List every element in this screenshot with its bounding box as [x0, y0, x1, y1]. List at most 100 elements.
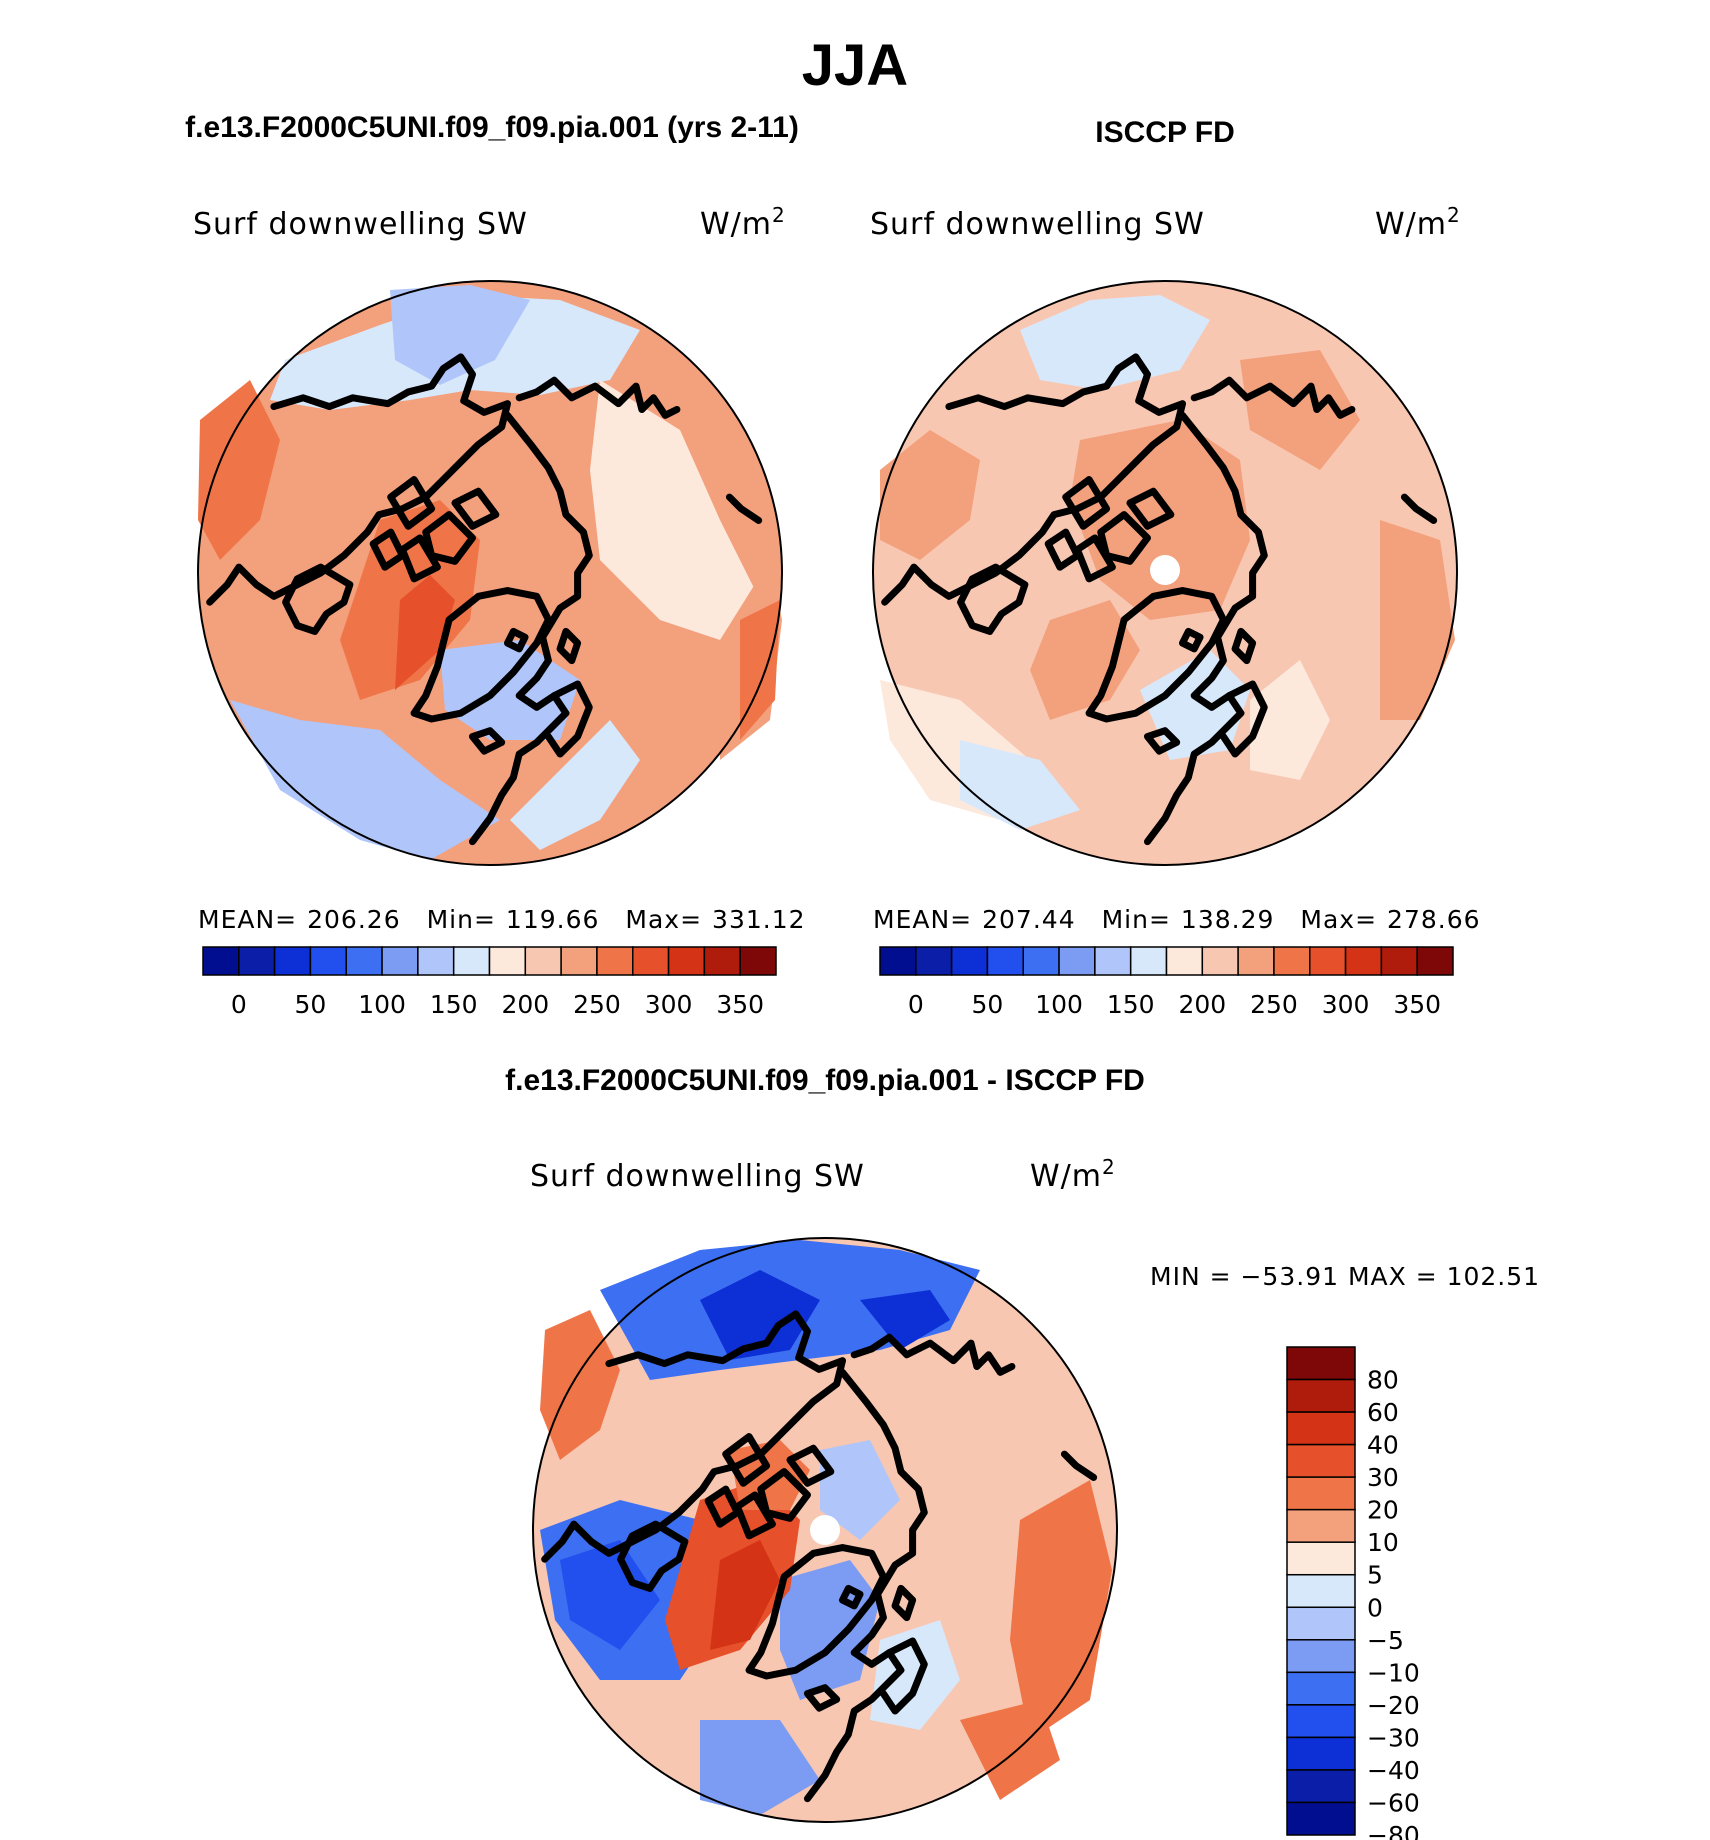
- diff-colorbar-swatch: [1286, 1411, 1356, 1446]
- model-colorbar-tick-label: 350: [716, 990, 764, 1019]
- model-colorbar-swatch: [524, 946, 562, 976]
- obs-colorbar-tick-label: 250: [1250, 990, 1298, 1019]
- diff-colorbar-swatch: [1286, 1801, 1356, 1836]
- model-colorbar-swatch: [309, 946, 347, 976]
- panel-model-case-title: f.e13.F2000C5UNI.f09_f09.pia.001 (yrs 2-…: [185, 111, 799, 144]
- panel-model-colorbar-ticks: 0 50 100 150 200 250 300 350: [231, 990, 764, 1019]
- panel-model: f.e13.F2000C5UNI.f09_f09.pia.001 (yrs 2-…: [185, 111, 806, 1019]
- diff-colorbar-swatch: [1286, 1378, 1356, 1413]
- obs-colorbar-tick-label: 350: [1393, 990, 1441, 1019]
- panel-obs-stats: MEAN= 207.44 Min= 138.29 Max= 278.66: [873, 905, 1481, 934]
- obs-colorbar-tick-label: 200: [1178, 990, 1226, 1019]
- model-colorbar-swatch: [488, 946, 527, 976]
- diff-colorbar-tick-label: −60: [1367, 1788, 1420, 1817]
- model-colorbar-tick-label: 100: [358, 990, 406, 1019]
- diff-colorbar-tick-label: 5: [1367, 1561, 1383, 1590]
- diff-title: f.e13.F2000C5UNI.f09_f09.pia.001 - ISCCP…: [505, 1064, 1145, 1097]
- diff-colorbar-swatch: [1286, 1769, 1356, 1804]
- obs-colorbar-swatch: [1237, 946, 1275, 976]
- diff-colorbar-tick-label: 30: [1367, 1463, 1399, 1492]
- model-colorbar-tick-label: 300: [645, 990, 693, 1019]
- model-colorbar-swatch: [632, 946, 670, 976]
- panel-obs-units: W/m2: [1375, 203, 1461, 242]
- model-colorbar-swatch: [667, 946, 706, 976]
- obs-colorbar-swatch: [1344, 946, 1383, 976]
- panel-diff-colorbar-ticks: 80 60 40 30 20 10 5 0 −5 −10 −20 −30 −40 −60 −80: [1367, 1366, 1420, 1840]
- panel-obs-colorbar: [879, 946, 1454, 976]
- model-colorbar-swatch: [238, 946, 276, 976]
- diff-colorbar-swatch: [1286, 1704, 1356, 1739]
- diff-colorbar-swatch: [1286, 1606, 1356, 1641]
- figure-season-title: JJA: [802, 33, 908, 98]
- diff-colorbar-tick-label: 80: [1367, 1366, 1399, 1395]
- obs-colorbar-swatch: [1058, 946, 1096, 976]
- obs-colorbar-swatch: [1309, 946, 1347, 976]
- model-colorbar-tick-label: 250: [573, 990, 621, 1019]
- obs-colorbar-swatch: [1416, 946, 1454, 976]
- obs-colorbar-swatch: [1380, 946, 1418, 976]
- diff-colorbar-tick-label: 20: [1367, 1496, 1399, 1525]
- panel-obs-map: [872, 280, 1458, 866]
- obs-colorbar-swatch: [950, 946, 989, 976]
- panel-model-colorbar: [202, 946, 777, 976]
- panel-model-variable-label: Surf downwelling SW: [193, 207, 528, 242]
- panel-diff: Surf downwelling SW W/m2 MIN = −53.91 MA…: [530, 1155, 1540, 1840]
- diff-colorbar-tick-label: −5: [1367, 1626, 1404, 1655]
- model-colorbar-swatch: [739, 946, 777, 976]
- diff-colorbar-tick-label: 0: [1367, 1593, 1383, 1622]
- diff-colorbar-swatch: [1286, 1541, 1356, 1576]
- obs-colorbar-tick-label: 50: [972, 990, 1004, 1019]
- diff-colorbar-tick-label: −30: [1367, 1723, 1420, 1752]
- panel-diff-units: W/m2: [1030, 1155, 1116, 1194]
- model-colorbar-swatch: [560, 946, 598, 976]
- diff-colorbar-swatch: [1286, 1639, 1356, 1674]
- diff-colorbar-swatch: [1286, 1476, 1356, 1511]
- diff-colorbar-swatch: [1286, 1736, 1356, 1771]
- diff-colorbar-swatch: [1286, 1508, 1356, 1543]
- model-colorbar-tick-label: 200: [501, 990, 549, 1019]
- obs-colorbar-tick-label: 150: [1107, 990, 1155, 1019]
- model-colorbar-swatch: [596, 946, 634, 976]
- panel-model-map: [197, 280, 783, 866]
- diff-colorbar-tick-label: 60: [1367, 1398, 1399, 1427]
- model-colorbar-swatch: [381, 946, 419, 976]
- diff-colorbar-tick-label: −40: [1367, 1756, 1420, 1785]
- panel-obs: ISCCP FD Surf downwelling SW W/m2 MEAN= 2…: [870, 116, 1481, 1019]
- model-colorbar-swatch: [452, 946, 491, 976]
- panel-diff-variable-label: Surf downwelling SW: [530, 1159, 865, 1194]
- diff-colorbar-tick-label: 40: [1367, 1431, 1399, 1460]
- diff-colorbar-tick-label: −20: [1367, 1691, 1420, 1720]
- obs-colorbar-swatch: [1201, 946, 1239, 976]
- panel-obs-case-title: ISCCP FD: [1095, 116, 1234, 149]
- diff-colorbar-tick-label: −10: [1367, 1658, 1420, 1687]
- panel-diff-minmax: MIN = −53.91 MAX = 102.51: [1150, 1262, 1540, 1291]
- diff-colorbar-swatch: [1286, 1346, 1356, 1381]
- model-colorbar-swatch: [703, 946, 741, 976]
- diff-colorbar-swatch: [1286, 1573, 1356, 1609]
- panel-diff-map: [532, 1237, 1118, 1823]
- panel-diff-colorbar: [1286, 1346, 1356, 1836]
- panel-model-units: W/m2: [700, 203, 786, 242]
- diff-colorbar-tick-label: −80: [1367, 1821, 1420, 1840]
- obs-colorbar-swatch: [915, 946, 953, 976]
- obs-colorbar-swatch: [1022, 946, 1060, 976]
- panel-obs-colorbar-ticks: 0 50 100 150 200 250 300 350: [908, 990, 1441, 1019]
- obs-colorbar-swatch: [1165, 946, 1204, 976]
- panel-obs-variable-label: Surf downwelling SW: [870, 207, 1205, 242]
- model-colorbar-tick-label: 50: [295, 990, 327, 1019]
- model-colorbar-tick-label: 150: [430, 990, 478, 1019]
- diff-colorbar-swatch: [1286, 1671, 1356, 1706]
- model-colorbar-tick-label: 0: [231, 990, 247, 1019]
- diff-colorbar-tick-label: 10: [1367, 1528, 1399, 1557]
- model-colorbar-swatch: [345, 946, 383, 976]
- obs-colorbar-tick-label: 300: [1322, 990, 1370, 1019]
- obs-colorbar-swatch: [879, 946, 917, 976]
- model-colorbar-swatch: [273, 946, 312, 976]
- obs-colorbar-swatch: [986, 946, 1024, 976]
- obs-colorbar-tick-label: 100: [1035, 990, 1083, 1019]
- obs-colorbar-swatch: [1129, 946, 1168, 976]
- obs-colorbar-tick-label: 0: [908, 990, 924, 1019]
- model-colorbar-swatch: [417, 946, 455, 976]
